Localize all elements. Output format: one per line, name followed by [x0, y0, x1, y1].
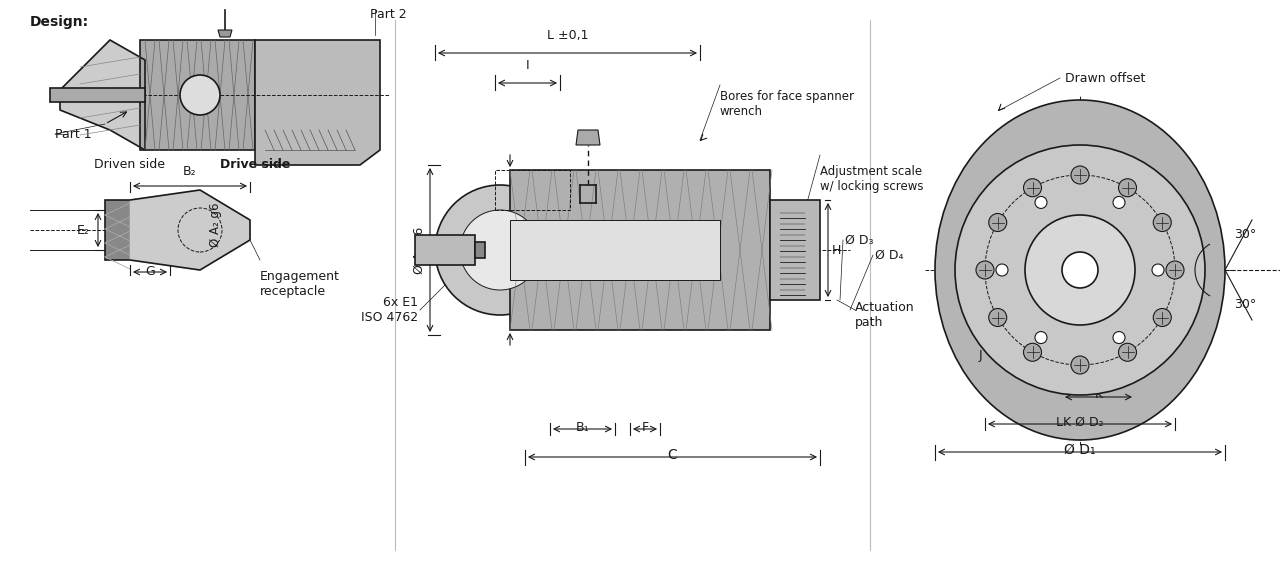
- Text: 6x E1
ISO 4762: 6x E1 ISO 4762: [361, 296, 419, 324]
- Text: B₂: B₂: [183, 165, 197, 178]
- Circle shape: [1153, 309, 1171, 327]
- Text: Actuation
path: Actuation path: [855, 301, 915, 329]
- Circle shape: [1114, 332, 1125, 343]
- Circle shape: [180, 75, 220, 115]
- Text: Drawn offset: Drawn offset: [1065, 71, 1146, 85]
- Circle shape: [1062, 252, 1098, 288]
- Circle shape: [1153, 213, 1171, 231]
- Text: Ø A₁ g6: Ø A₁ g6: [413, 226, 426, 274]
- Circle shape: [955, 145, 1204, 395]
- Text: E₂: E₂: [77, 223, 90, 237]
- Text: Ø A₂ g6: Ø A₂ g6: [209, 203, 221, 247]
- Text: Ø D₃: Ø D₃: [845, 234, 873, 246]
- Polygon shape: [415, 235, 475, 265]
- Polygon shape: [771, 200, 820, 300]
- Circle shape: [1036, 197, 1047, 208]
- Circle shape: [1119, 179, 1137, 197]
- Polygon shape: [50, 88, 145, 102]
- Text: Bores for face spanner
wrench: Bores for face spanner wrench: [719, 90, 854, 118]
- Text: B₁: B₁: [576, 421, 589, 434]
- Polygon shape: [60, 40, 145, 150]
- Polygon shape: [140, 40, 255, 150]
- Text: I: I: [526, 59, 530, 72]
- Text: H: H: [832, 244, 841, 256]
- Text: Part 1: Part 1: [55, 129, 92, 142]
- Circle shape: [435, 185, 564, 315]
- Circle shape: [1024, 179, 1042, 197]
- Text: Adjustment scale
w/ locking screws: Adjustment scale w/ locking screws: [820, 165, 923, 193]
- Text: K: K: [1094, 388, 1102, 401]
- Text: Driven side: Driven side: [95, 158, 165, 171]
- Polygon shape: [475, 242, 485, 258]
- Polygon shape: [509, 170, 771, 330]
- Text: 30°: 30°: [1234, 229, 1256, 241]
- Polygon shape: [105, 200, 131, 260]
- Circle shape: [977, 261, 995, 279]
- Circle shape: [988, 213, 1007, 231]
- Circle shape: [996, 264, 1009, 276]
- Polygon shape: [576, 130, 600, 145]
- Circle shape: [1166, 261, 1184, 279]
- Text: Engagement
receptacle: Engagement receptacle: [260, 270, 340, 298]
- Text: Design:: Design:: [29, 15, 90, 29]
- Polygon shape: [255, 40, 380, 165]
- Circle shape: [1025, 215, 1135, 325]
- Polygon shape: [509, 220, 719, 280]
- Text: Ø D₄: Ø D₄: [876, 248, 904, 262]
- Ellipse shape: [934, 100, 1225, 440]
- Circle shape: [1071, 166, 1089, 184]
- Text: Ø D₁: Ø D₁: [1064, 443, 1096, 457]
- Polygon shape: [218, 30, 232, 37]
- Text: Drive side: Drive side: [220, 158, 291, 171]
- Circle shape: [1024, 343, 1042, 361]
- Circle shape: [1152, 264, 1164, 276]
- Circle shape: [460, 210, 540, 290]
- Circle shape: [1114, 197, 1125, 208]
- Circle shape: [1119, 343, 1137, 361]
- Text: LK Ø D₂: LK Ø D₂: [1056, 416, 1103, 429]
- Polygon shape: [131, 190, 250, 270]
- Text: 30°: 30°: [1234, 299, 1256, 311]
- Text: F: F: [641, 421, 649, 434]
- Text: L ±0,1: L ±0,1: [547, 29, 589, 42]
- Circle shape: [1071, 356, 1089, 374]
- Circle shape: [988, 309, 1007, 327]
- Circle shape: [1036, 332, 1047, 343]
- Text: C: C: [668, 448, 677, 462]
- Text: Part 2: Part 2: [370, 8, 407, 21]
- Text: G: G: [145, 265, 155, 278]
- Text: J: J: [978, 349, 982, 361]
